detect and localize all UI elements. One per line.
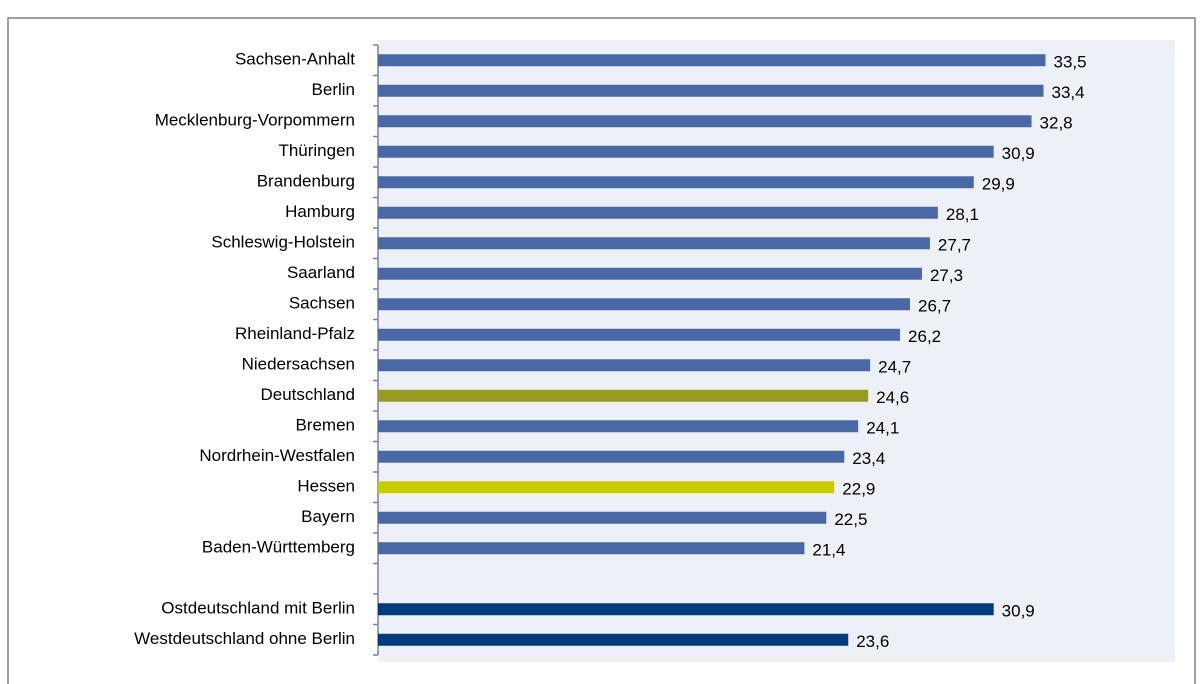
category-label: Ostdeutschland mit Berlin xyxy=(161,599,355,618)
category-label: Bayern xyxy=(301,507,355,526)
value-label: 24,7 xyxy=(878,358,911,377)
bar xyxy=(378,267,922,280)
value-label: 21,4 xyxy=(812,541,845,560)
value-label: 27,3 xyxy=(930,266,963,285)
category-label: Niedersachsen xyxy=(242,355,355,374)
bar xyxy=(378,328,901,341)
category-label: Brandenburg xyxy=(257,172,355,191)
bar xyxy=(378,389,869,402)
bar xyxy=(378,481,835,494)
bar xyxy=(378,633,849,646)
bar xyxy=(378,542,805,555)
category-label: Thüringen xyxy=(278,141,355,160)
category-label: Sachsen-Anhalt xyxy=(235,50,355,69)
bar xyxy=(378,511,827,524)
bar xyxy=(378,420,859,433)
bar xyxy=(378,176,974,189)
value-label: 24,1 xyxy=(866,419,899,438)
category-label: Bremen xyxy=(295,416,355,435)
category-label: Nordrhein-Westfalen xyxy=(199,446,355,465)
value-label: 32,8 xyxy=(1040,114,1073,133)
value-label: 23,4 xyxy=(852,449,885,468)
bar xyxy=(378,145,994,158)
bar xyxy=(378,84,1044,97)
category-label: Schleswig-Holstein xyxy=(211,233,355,252)
category-label: Hessen xyxy=(297,477,355,496)
value-label: 26,7 xyxy=(918,297,951,316)
category-label: Westdeutschland ohne Berlin xyxy=(134,629,355,648)
category-label: Hamburg xyxy=(285,202,355,221)
bar xyxy=(378,115,1032,128)
bar xyxy=(378,450,845,463)
category-label: Baden-Württemberg xyxy=(202,538,355,557)
category-label: Rheinland-Pfalz xyxy=(235,324,355,343)
category-label: Saarland xyxy=(287,263,355,282)
value-label: 28,1 xyxy=(946,205,979,224)
value-label: 33,4 xyxy=(1051,83,1084,102)
category-label: Sachsen xyxy=(289,294,355,313)
value-label: 26,2 xyxy=(908,327,941,346)
bar xyxy=(378,237,930,250)
value-label: 33,5 xyxy=(1053,53,1086,72)
value-label: 29,9 xyxy=(982,175,1015,194)
bar xyxy=(378,298,910,311)
bar xyxy=(378,359,871,372)
value-label: 22,9 xyxy=(842,480,875,499)
plot-area xyxy=(378,40,1175,662)
bar xyxy=(378,54,1046,67)
value-label: 30,9 xyxy=(1002,602,1035,621)
value-label: 27,7 xyxy=(938,236,971,255)
bar xyxy=(378,206,938,219)
category-label: Mecklenburg-Vorpommern xyxy=(155,111,355,130)
value-label: 22,5 xyxy=(834,510,867,529)
bar xyxy=(378,603,994,616)
value-label: 30,9 xyxy=(1002,144,1035,163)
category-label: Deutschland xyxy=(260,385,355,404)
category-label: Berlin xyxy=(312,80,355,99)
value-label: 23,6 xyxy=(856,632,889,651)
value-label: 24,6 xyxy=(876,388,909,407)
